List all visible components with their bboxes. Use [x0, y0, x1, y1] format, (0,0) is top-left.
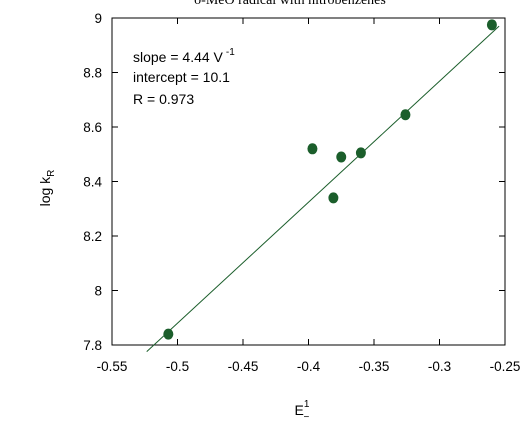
x-tick-label: -0.55 [97, 359, 128, 374]
annotation-slope: slope = 4.44 V -1 [133, 47, 235, 65]
y-axis-ticks: 7.8 8 8.2 8.4 8.6 8.8 9 [83, 11, 505, 353]
data-point [400, 109, 411, 121]
data-point [163, 328, 174, 340]
fit-line [146, 25, 500, 352]
x-tick-label: -0.45 [228, 359, 259, 374]
data-points [163, 19, 497, 340]
x-tick-label: -0.5 [166, 359, 189, 374]
data-point [307, 143, 318, 155]
y-tick-label: 8 [94, 284, 102, 299]
y-tick-label: 9 [94, 11, 102, 26]
data-point [336, 151, 347, 163]
annotation-r: R = 0.973 [133, 91, 194, 107]
x-tick-label: -0.25 [490, 359, 521, 374]
x-tick-label: -0.4 [297, 359, 321, 374]
annotation-intercept: intercept = 10.1 [133, 69, 230, 85]
x-tick-label: -0.35 [359, 359, 390, 374]
x-axis-label: E1− [295, 399, 310, 423]
x-tick-label: -0.3 [428, 359, 451, 374]
data-point [355, 147, 366, 159]
chart-title: o-MeO radical with nitrobenzenes [194, 0, 386, 8]
data-point [328, 192, 339, 204]
y-tick-label: 7.8 [83, 338, 102, 353]
plot-frame [111, 17, 506, 346]
y-tick-label: 8.6 [83, 120, 102, 135]
data-point [486, 19, 497, 31]
x-axis-ticks: -0.55 -0.5 -0.45 -0.4 -0.35 -0.3 -0.25 [97, 18, 521, 374]
y-axis-label: log kR [37, 170, 57, 207]
y-tick-label: 8.4 [83, 175, 102, 190]
fit-line-group [146, 25, 500, 352]
y-tick-label: 8.2 [83, 229, 102, 244]
y-tick-label: 8.8 [83, 66, 102, 81]
